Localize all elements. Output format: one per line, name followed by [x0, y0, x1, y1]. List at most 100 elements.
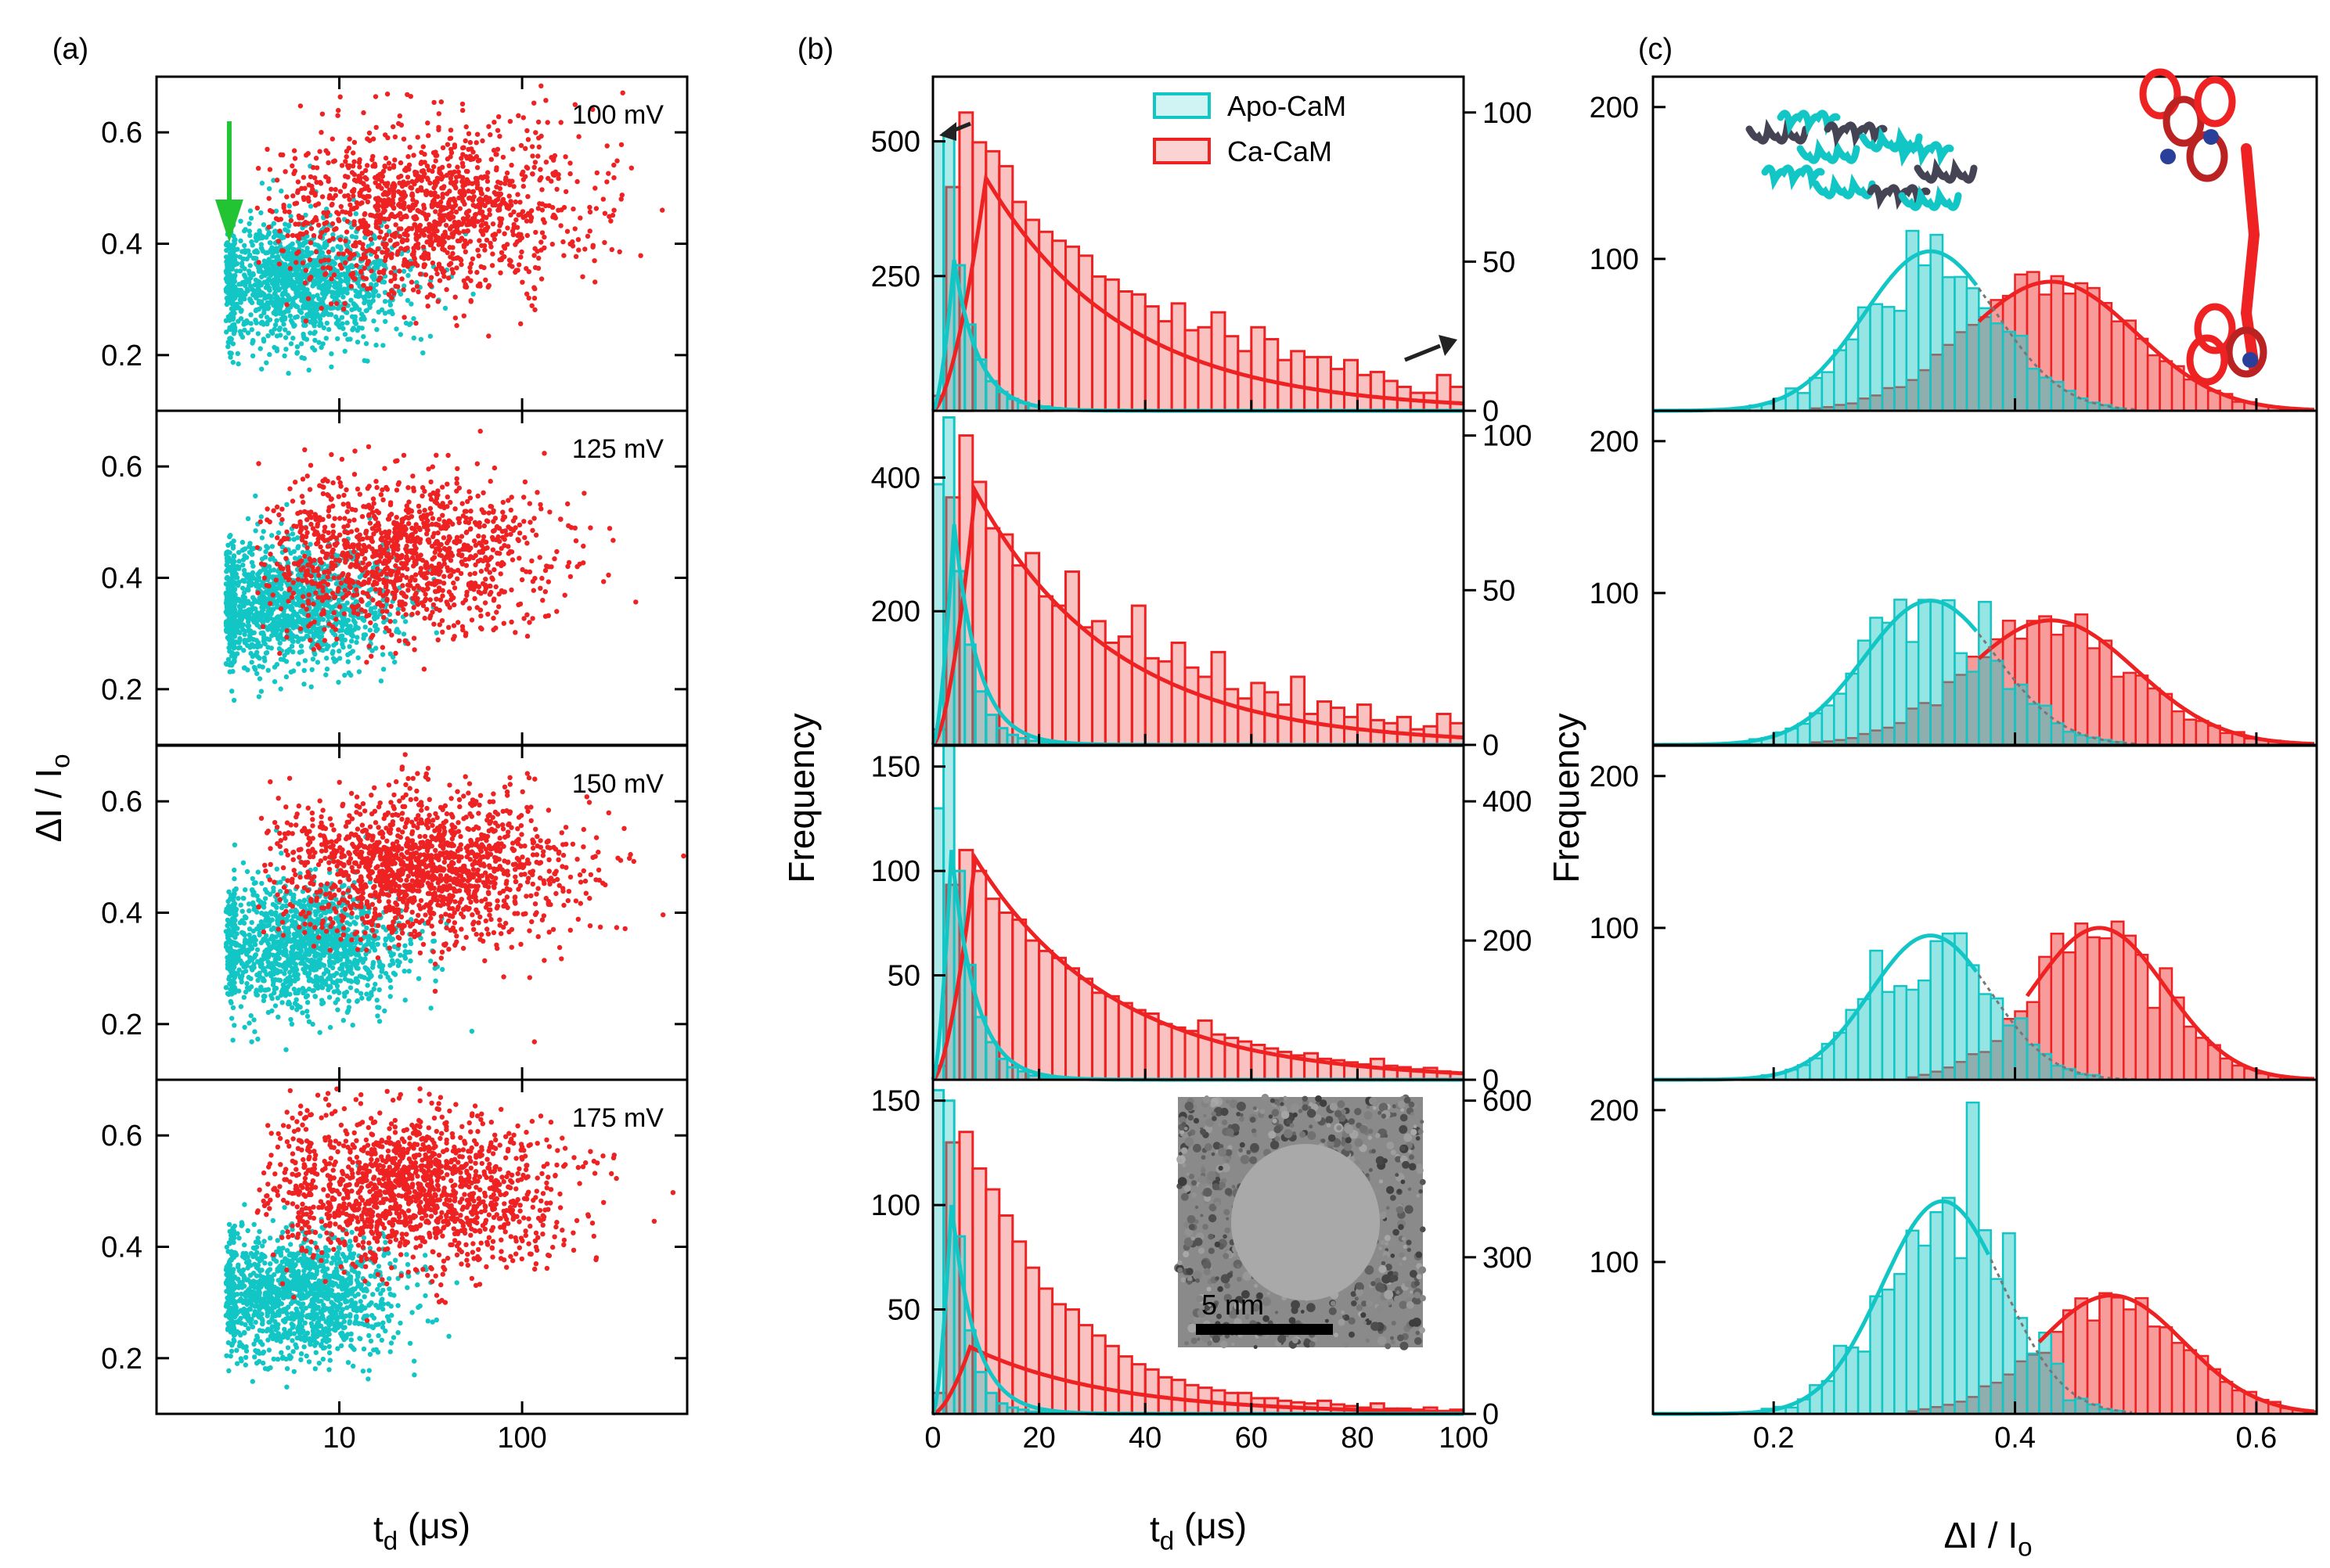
scatter-point: [510, 146, 516, 152]
scatter-point: [358, 188, 365, 193]
scatter-point: [468, 278, 474, 283]
scatter-point: [287, 243, 293, 249]
scatter-point: [300, 260, 306, 266]
scatter-point: [342, 348, 348, 354]
scatter-point: [440, 270, 446, 275]
scatter-point: [517, 200, 523, 205]
scatter-point: [343, 275, 348, 280]
scatter-point: [374, 327, 380, 333]
scatter-point: [361, 282, 366, 288]
scatter-point: [264, 616, 269, 621]
scatter-point: [472, 595, 477, 602]
scatter-point: [416, 503, 422, 509]
scatter-point: [239, 307, 244, 313]
scatter-point: [338, 279, 344, 284]
scatter-point: [384, 224, 390, 229]
scatter-point: [590, 244, 596, 250]
scatter-point: [301, 240, 307, 246]
scatter-point: [304, 153, 309, 158]
scatter-point: [283, 335, 289, 340]
scatter-point: [454, 476, 459, 481]
scatter-point: [484, 226, 489, 232]
scatter-point: [510, 264, 515, 269]
scatter-point: [250, 340, 255, 346]
scatter-point: [405, 174, 411, 180]
scatter-point: [326, 610, 331, 617]
scatter-point: [531, 164, 537, 170]
scatter-point: [448, 179, 454, 185]
scatter-point: [391, 183, 396, 189]
scatter-point: [324, 220, 330, 225]
scatter-point: [361, 632, 367, 638]
scatter-point: [326, 643, 331, 649]
scatter-point: [560, 239, 566, 245]
scatter-point: [265, 517, 270, 523]
scatter-point: [551, 157, 556, 163]
scatter-point: [453, 255, 459, 261]
scatter-point: [358, 218, 363, 224]
scatter-point: [368, 212, 373, 218]
scatter-point: [351, 472, 358, 477]
scatter-point: [448, 499, 453, 505]
scatter-point: [517, 556, 522, 561]
scatter-point: [346, 670, 351, 676]
scatter-point: [470, 203, 476, 208]
scatter-point: [357, 156, 362, 163]
scatter-point: [366, 187, 372, 193]
scatter-point: [491, 598, 497, 603]
scatter-point: [250, 552, 255, 557]
scatter-point: [513, 269, 518, 275]
scatter-point: [318, 234, 323, 240]
scatter-point: [604, 179, 610, 185]
scatter-point: [467, 495, 474, 501]
scatter-point: [243, 628, 248, 634]
scatter-point: [547, 509, 553, 515]
scatter-point: [261, 566, 267, 573]
scatter-point: [271, 277, 276, 282]
scatter-point: [405, 92, 410, 98]
scatter-point: [265, 570, 271, 575]
scatter-point: [311, 646, 316, 653]
scatter-point: [304, 229, 309, 236]
scatter-point: [355, 252, 361, 258]
scatter-point: [351, 159, 357, 164]
scatter-point: [317, 149, 322, 154]
scatter-point: [421, 232, 427, 238]
scatter-point: [394, 252, 400, 257]
scatter-point: [446, 589, 452, 595]
scatter-point: [284, 502, 290, 507]
scatter-point: [523, 213, 528, 219]
scatter-point: [324, 656, 330, 661]
scatter-point: [497, 538, 502, 545]
scatter-point: [393, 230, 398, 236]
scatter-point: [271, 310, 276, 316]
scatter-point: [338, 203, 344, 210]
scatter-point: [348, 272, 354, 278]
scatter-point: [261, 222, 267, 228]
scatter-point: [392, 660, 398, 665]
scatter-point: [310, 219, 315, 225]
scatter-point: [466, 219, 473, 225]
scatter-point: [239, 261, 245, 266]
scatter-point: [448, 254, 453, 260]
scatter-point: [468, 509, 474, 514]
scatter-point: [427, 333, 434, 339]
scatter-point: [247, 633, 253, 638]
scatter-point: [445, 504, 450, 509]
scatter-point: [380, 497, 386, 502]
scatter-point: [489, 263, 495, 268]
scatter-point: [249, 559, 255, 565]
scatter-point: [602, 210, 608, 216]
scatter-point: [332, 261, 337, 266]
scatter-point: [354, 527, 360, 533]
scatter-point: [456, 485, 462, 491]
scatter-point: [245, 667, 250, 673]
scatter-point: [265, 506, 270, 512]
scatter-point: [539, 575, 545, 581]
scatter-point: [259, 246, 265, 252]
scatter-point: [239, 617, 244, 623]
scatter-point: [499, 559, 505, 566]
scatter-point: [357, 164, 362, 170]
scatter-point: [451, 623, 457, 628]
scatter-point: [277, 325, 283, 331]
